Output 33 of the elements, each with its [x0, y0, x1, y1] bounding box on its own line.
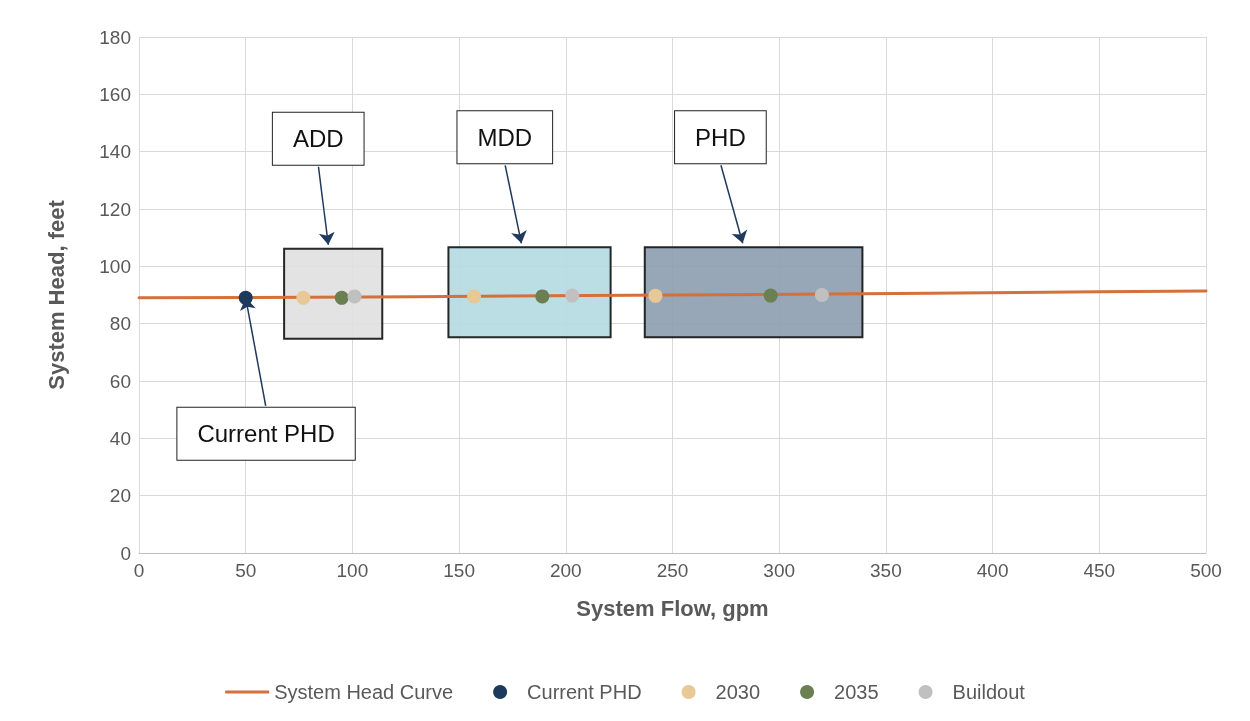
band-label: PHD [695, 123, 746, 151]
legend-label: 2035 [834, 681, 879, 703]
y-tick-label: 0 [120, 542, 131, 564]
y-tick-label: 120 [99, 198, 131, 220]
y-tick-label: 160 [99, 83, 131, 105]
x-tick-label: 0 [133, 560, 145, 581]
annotation: Current PHD [197, 420, 335, 448]
y-tick-label: 60 [109, 370, 131, 392]
y-tick-label: 180 [99, 26, 131, 48]
line-series [137, 289, 1208, 300]
y-tick-label: 20 [109, 485, 131, 507]
x-tick-label: 50 [235, 560, 257, 581]
x-tick-label: 450 [1083, 560, 1116, 581]
x-tick-label: 300 [763, 560, 796, 581]
y-tick-label: 100 [99, 255, 131, 277]
x-tick-label: 350 [870, 560, 902, 581]
x-tick-label: 500 [1190, 560, 1222, 581]
band-label: ADD [292, 125, 344, 153]
x-tick-label: 400 [976, 560, 1009, 581]
y-axis-title: System Head, feet [43, 199, 69, 390]
band-label: MDD [477, 123, 533, 151]
x-tick-label: 200 [549, 560, 582, 581]
legend-label: System Head Curve [274, 681, 454, 703]
legend-label: 2030 [715, 681, 761, 703]
legend-label: Current PHD [527, 681, 642, 703]
x-axis-title: System Flow, gpm [576, 595, 769, 621]
legend-label: Buildout [952, 681, 1026, 703]
y-tick-label: 40 [109, 427, 131, 449]
x-tick-label: 100 [336, 560, 369, 581]
x-tick-label: 150 [443, 560, 475, 581]
y-tick-label: 80 [109, 313, 131, 335]
x-tick-label: 250 [656, 560, 689, 581]
y-tick-label: 140 [99, 141, 131, 163]
